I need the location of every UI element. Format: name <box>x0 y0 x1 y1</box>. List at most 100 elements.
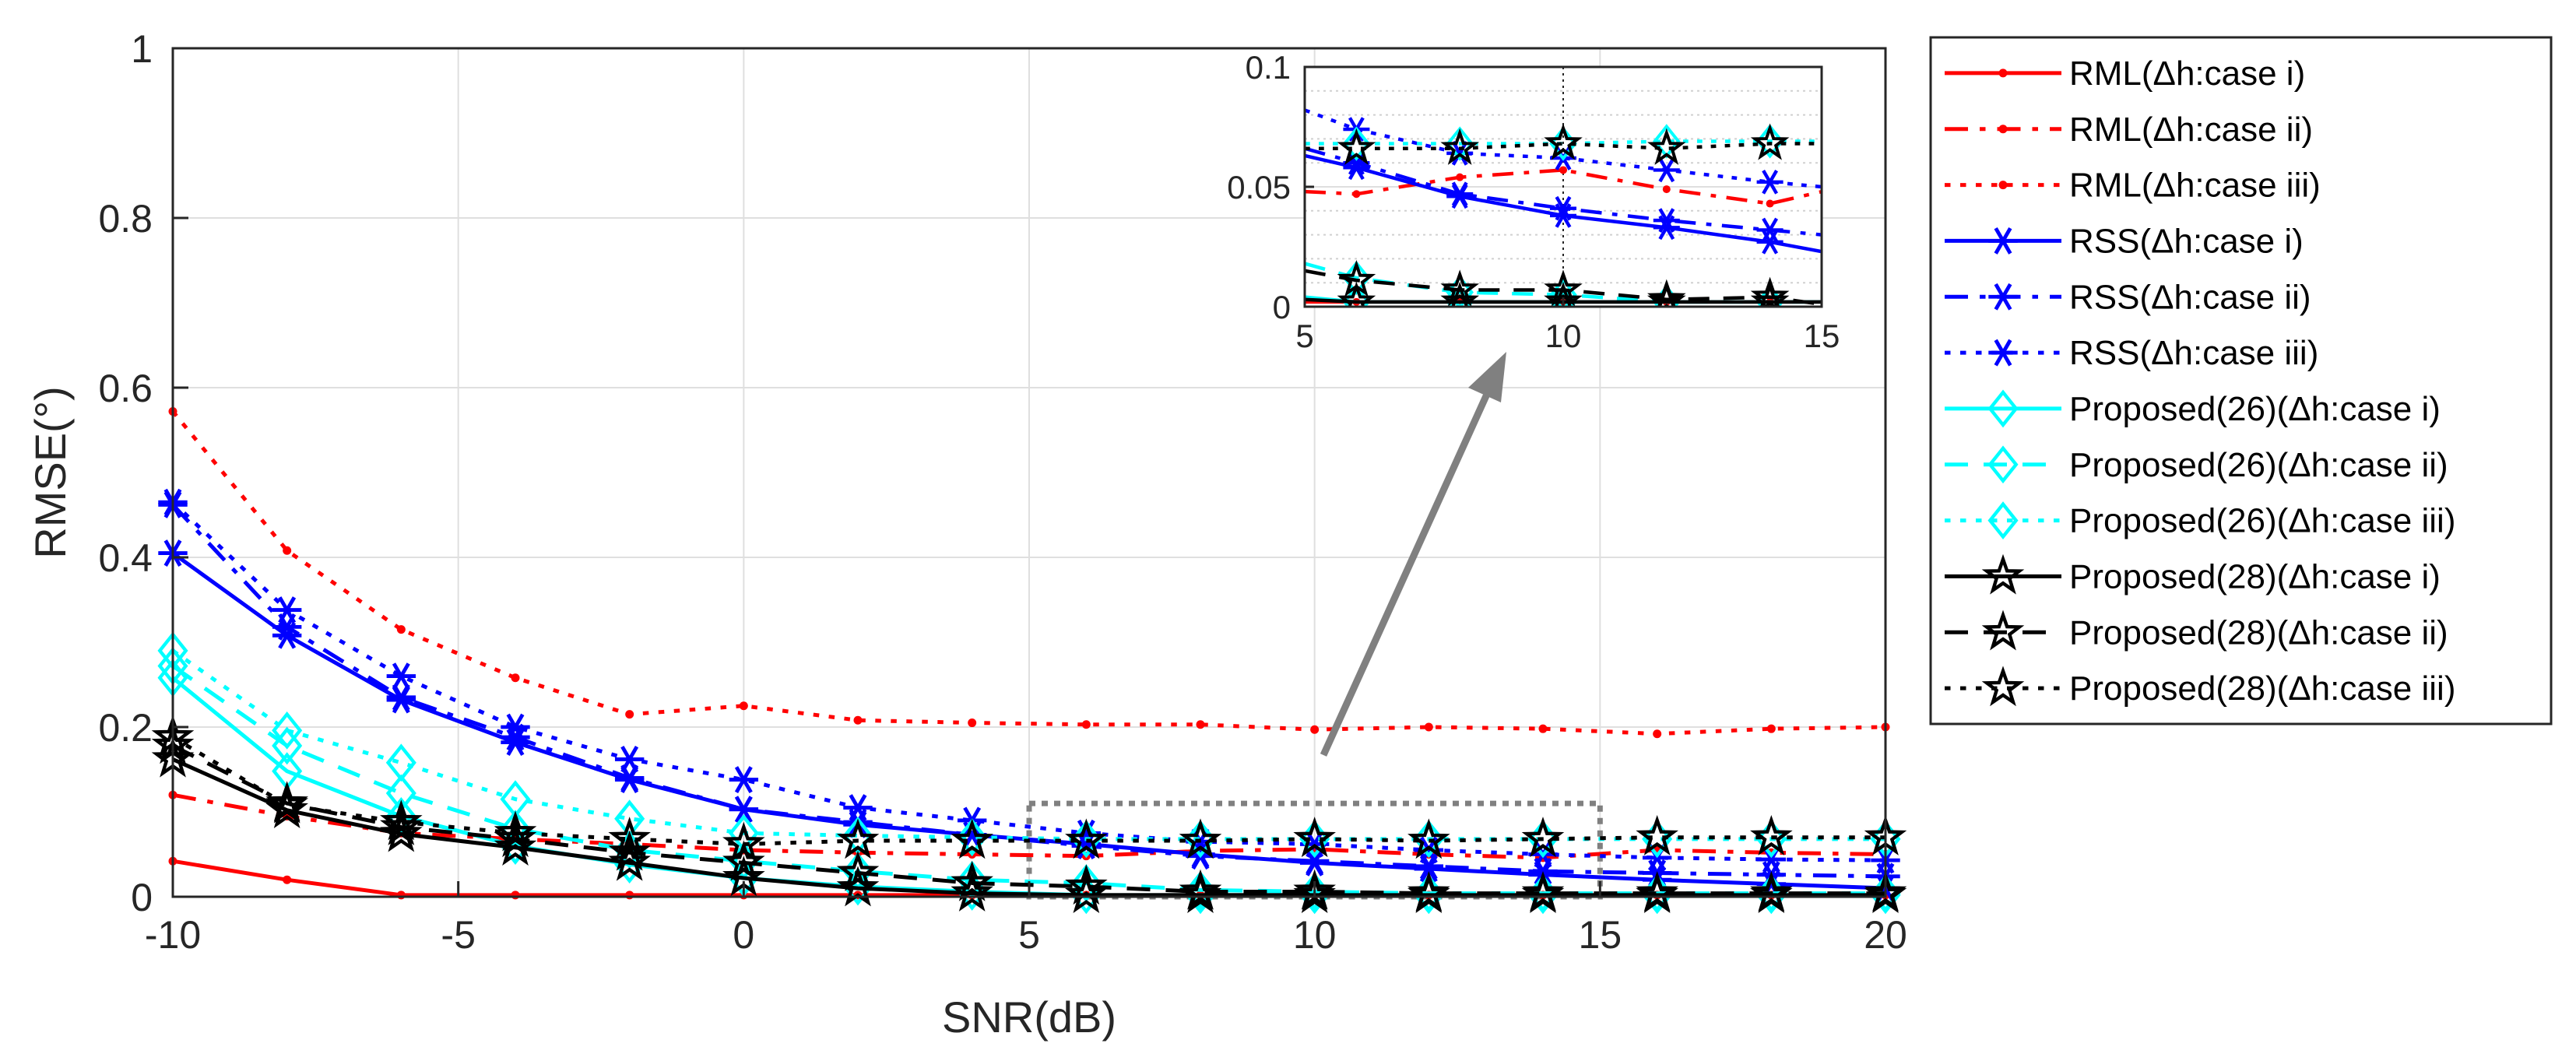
inset-data-point <box>1653 157 1680 183</box>
data-point <box>951 870 993 912</box>
inset-data-point <box>1440 269 1480 307</box>
inset-series <box>1305 108 1822 307</box>
inset-y-tick-label: 0 <box>1273 289 1291 325</box>
inset-data-point <box>1756 217 1784 243</box>
data-point <box>853 715 863 725</box>
y-tick-label: 0.6 <box>98 367 153 410</box>
inset-data-point <box>1750 123 1790 160</box>
data-point <box>396 891 406 900</box>
data-point <box>1750 870 1793 912</box>
inset-data-point <box>1544 123 1583 160</box>
inset-data-point <box>1750 276 1790 307</box>
legend-marker <box>1981 666 2025 707</box>
legend-label: Proposed(26)(Δh:case ii) <box>2069 446 2448 484</box>
y-tick-label: 0.8 <box>98 197 153 241</box>
data-point <box>396 625 406 634</box>
legend-entry-proposed-28-deltah-case-iii: Proposed(28)(Δh:case iii) <box>1945 666 2455 708</box>
inset-data-point <box>1440 128 1480 165</box>
inset-data-point <box>1337 260 1376 297</box>
y-tick-label: 0 <box>131 876 153 919</box>
inset-data-point <box>1544 269 1583 307</box>
data-point <box>1521 817 1565 858</box>
data-point <box>1179 818 1222 859</box>
x-tick-label: -5 <box>441 913 475 957</box>
data-point <box>722 821 765 863</box>
data-point <box>1424 722 1433 732</box>
inset-series-line <box>1305 142 1822 150</box>
inset-data-point <box>1653 208 1680 233</box>
data-point <box>729 796 759 824</box>
data-point <box>501 713 530 741</box>
legend-entry-rml-deltah-case-i: RML(Δh:case i) <box>1945 54 2305 93</box>
legend-entry-rss-deltah-case-ii: RSS(Δh:case ii) <box>1945 278 2311 316</box>
data-point <box>386 662 416 690</box>
data-point <box>1293 869 1336 910</box>
data-point <box>511 891 520 900</box>
data-point <box>729 766 759 793</box>
data-point <box>968 718 977 728</box>
inset-data-point <box>1755 124 1784 159</box>
inset-data-point <box>1352 190 1361 198</box>
data-point <box>1407 818 1450 859</box>
inset-data-point <box>1342 260 1371 296</box>
data-point <box>1293 817 1336 858</box>
legend-label: Proposed(26)(Δh:case iii) <box>2069 502 2455 540</box>
data-point <box>836 818 880 859</box>
inset-x-tick-label: 5 <box>1295 318 1313 354</box>
data-point <box>625 891 634 900</box>
legend-label: RSS(Δh:case ii) <box>2069 278 2311 316</box>
series-rml-deltah-case-iii <box>168 407 1890 739</box>
data-point <box>1407 870 1450 912</box>
series-line <box>171 501 1886 863</box>
x-tick-label: 20 <box>1864 913 1907 957</box>
inset-data-point <box>1550 195 1576 221</box>
y-tick-label: 0.2 <box>98 706 153 750</box>
data-point <box>836 850 880 891</box>
data-point <box>1653 729 1662 739</box>
data-point <box>957 818 988 857</box>
data-point <box>1636 870 1678 912</box>
legend-label: RML(Δh:case ii) <box>2069 111 2313 149</box>
x-axis-label: SNR(dB) <box>942 992 1116 1042</box>
inset-data-point <box>1544 281 1583 307</box>
legend-marker <box>1981 610 2025 651</box>
legend-label: RML(Δh:case iii) <box>2069 167 2321 205</box>
x-tick-label: -10 <box>145 913 201 957</box>
legend-entry-proposed-28-deltah-case-ii: Proposed(28)(Δh:case ii) <box>1945 610 2448 652</box>
data-point <box>1065 873 1108 914</box>
data-point <box>608 817 651 858</box>
inset-data-point <box>1662 185 1671 194</box>
data-point <box>608 830 651 871</box>
legend-marker <box>1987 445 2019 484</box>
inset-data-point <box>1646 128 1686 165</box>
data-point <box>386 683 416 711</box>
legend-entry-rml-deltah-case-iii: RML(Δh:case iii) <box>1945 167 2321 205</box>
data-point <box>1070 864 1102 902</box>
legend-marker <box>1987 501 2019 540</box>
y-tick-label: 0.4 <box>98 536 153 580</box>
legend-label: Proposed(26)(Δh:case i) <box>2069 390 2441 428</box>
data-point <box>380 799 423 841</box>
inset-y-tick-label: 0.05 <box>1227 169 1291 206</box>
data-point <box>511 673 520 683</box>
inset-data-point <box>1446 275 1474 307</box>
legend-entry-proposed-26-deltah-case-ii: Proposed(26)(Δh:case ii) <box>1945 445 2448 484</box>
inset-data-point <box>1766 199 1774 208</box>
legend-marker <box>1987 389 2019 428</box>
data-point <box>1766 724 1776 733</box>
zoom-arrow-head <box>1468 352 1506 402</box>
inset-data-point <box>1337 281 1376 307</box>
data-point <box>1065 818 1108 859</box>
data-point <box>272 711 303 750</box>
zoom-arrow-shaft <box>1320 389 1492 757</box>
data-point <box>1755 820 1787 859</box>
y-axis-label: RMSE(°) <box>26 386 75 558</box>
inset-x-tick-label: 10 <box>1545 318 1582 354</box>
legend-label: RSS(Δh:case iii) <box>2069 334 2318 372</box>
legend-entry-proposed-26-deltah-case-iii: Proposed(26)(Δh:case iii) <box>1945 501 2455 540</box>
data-point <box>843 794 873 821</box>
inset-series-proposed-28-deltah-case-ii <box>1305 260 1822 307</box>
data-point <box>608 840 651 881</box>
